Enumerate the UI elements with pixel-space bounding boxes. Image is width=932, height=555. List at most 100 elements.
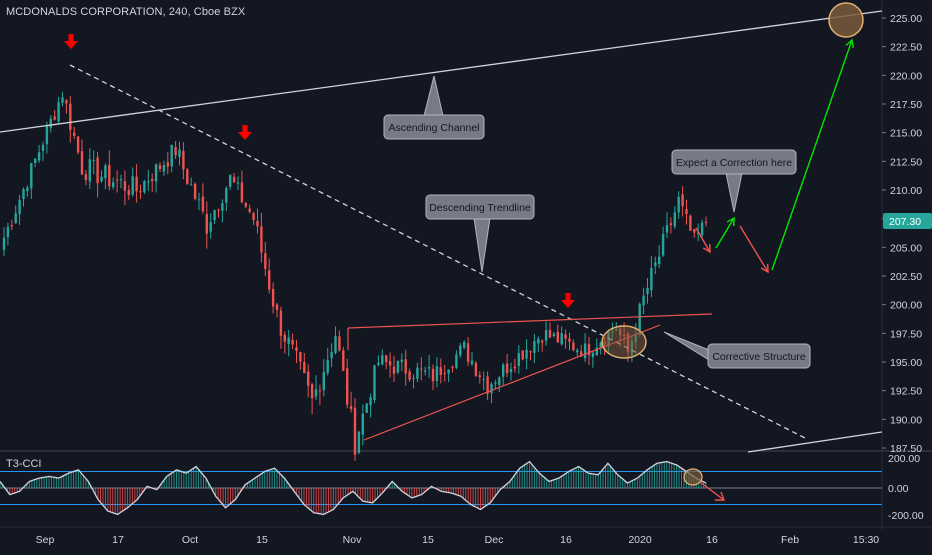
- grid-lines: [0, 0, 932, 530]
- candle-body: [669, 223, 673, 226]
- red-down-marker-2-head: [238, 132, 252, 140]
- candle-body: [583, 343, 587, 359]
- candle-body: [412, 377, 415, 379]
- candle-body: [275, 304, 279, 311]
- candle-body: [599, 342, 602, 349]
- cci-arrow: [699, 481, 725, 501]
- candle-body: [221, 203, 224, 211]
- candle-body: [548, 329, 552, 338]
- drawings-layer[interactable]: Ascending Channel Descending Trendline Exp…: [0, 2, 883, 453]
- red-down-marker-1-head: [64, 41, 78, 49]
- candle-body: [346, 368, 349, 405]
- callout-corrective-structure-box: [707, 343, 811, 369]
- candle-body: [369, 397, 372, 406]
- callout-corrective-structure[interactable]: Corrective Structure: [663, 331, 811, 369]
- candle-body: [451, 366, 454, 368]
- candle-body: [80, 151, 84, 175]
- cci-arrow-head: [715, 491, 726, 501]
- candle-body: [435, 366, 439, 381]
- projection-arrow-up-1: [715, 217, 735, 249]
- candle-body: [69, 103, 72, 131]
- candle-body: [385, 355, 388, 363]
- candle-body: [646, 288, 649, 295]
- price-tick-label: 212.50: [890, 156, 922, 168]
- candle-body: [342, 350, 345, 371]
- candle-body: [299, 352, 302, 362]
- price-tick-label: 215.00: [890, 128, 922, 140]
- cci-line: [0, 460, 707, 516]
- candle-body: [443, 373, 446, 375]
- current-price-label: 207.30: [889, 216, 921, 228]
- cci-level-label: 0.00: [888, 483, 909, 495]
- candle-body: [6, 226, 10, 237]
- candle-body: [41, 144, 45, 151]
- candle-body: [283, 334, 286, 342]
- candle-body: [486, 376, 489, 394]
- cci-circle: [683, 468, 703, 486]
- price-tick-label: 195.00: [890, 357, 922, 369]
- candle-body: [229, 174, 232, 187]
- candle-body: [537, 338, 540, 344]
- candle-body: [490, 383, 493, 394]
- candle-body: [271, 288, 275, 307]
- callout-descending-trendline-box: [425, 194, 535, 220]
- candle-body: [474, 363, 478, 376]
- candle-body: [209, 222, 212, 232]
- cci-indicator-pane: 200.00 0.00 -200.00: [0, 453, 924, 522]
- candle-body: [677, 196, 680, 213]
- candle-body: [182, 151, 185, 170]
- candle-body: [139, 191, 142, 193]
- candle-body: [470, 360, 474, 364]
- price-axis[interactable]: 225.00 222.50 220.00 217.50 215.00 212.50 210.…: [882, 13, 932, 455]
- candle-body: [170, 145, 173, 167]
- wedge-upper-line: [347, 313, 713, 329]
- candle-body: [213, 210, 216, 221]
- candle-body: [268, 270, 271, 290]
- callout-ascending-channel-box: [383, 114, 485, 140]
- candle-body: [330, 351, 333, 359]
- callout-expect-correction[interactable]: Expect a Correction here: [671, 149, 797, 213]
- price-tick-label: 220.00: [890, 70, 922, 82]
- candle-body: [61, 97, 64, 103]
- candle-body: [154, 164, 158, 182]
- candle-body: [357, 431, 361, 453]
- callout-ascending-channel-text: Ascending Channel: [388, 122, 479, 134]
- candle-body: [205, 214, 208, 234]
- cci-level-label: 200.00: [888, 453, 920, 465]
- candle-body: [693, 229, 696, 233]
- candle-body: [544, 330, 548, 341]
- candle-body: [665, 225, 669, 233]
- candle-body: [186, 169, 189, 185]
- price-tick-label: 225.00: [890, 13, 922, 25]
- price-tick-label: 197.50: [890, 328, 922, 340]
- candle-body: [591, 352, 595, 357]
- candle-body: [494, 382, 497, 384]
- candle-body: [654, 262, 657, 267]
- candle-body: [685, 208, 688, 214]
- candle-body: [10, 225, 13, 227]
- candle-body: [517, 353, 520, 367]
- candle-body: [431, 368, 435, 382]
- candle-body: [424, 370, 427, 372]
- callout-ascending-channel[interactable]: Ascending Channel: [383, 75, 485, 140]
- candle-body: [37, 152, 41, 161]
- callout-descending-trendline[interactable]: Descending Trendline: [425, 194, 535, 273]
- red-down-marker-3-stem: [565, 293, 571, 301]
- candle-body: [697, 232, 700, 234]
- projection-arrow-up-1-head: [726, 216, 735, 227]
- time-axis[interactable]: Sep 17 Oct 15 Nov 15 Dec 16 2020 16 Feb 15:30: [36, 534, 880, 546]
- candle-body: [564, 334, 567, 339]
- candle-body: [197, 199, 201, 201]
- candle-body: [338, 336, 341, 351]
- price-tick-label: 190.00: [890, 414, 922, 426]
- red-down-marker-3-head: [561, 300, 575, 308]
- callout-expect-correction-box: [671, 149, 797, 175]
- candle-body: [135, 176, 138, 192]
- candle-body: [162, 165, 166, 172]
- candle-body: [303, 362, 306, 374]
- candle-body: [334, 336, 337, 353]
- candle-body: [420, 368, 423, 370]
- projection-arrow-down-2: [739, 225, 769, 273]
